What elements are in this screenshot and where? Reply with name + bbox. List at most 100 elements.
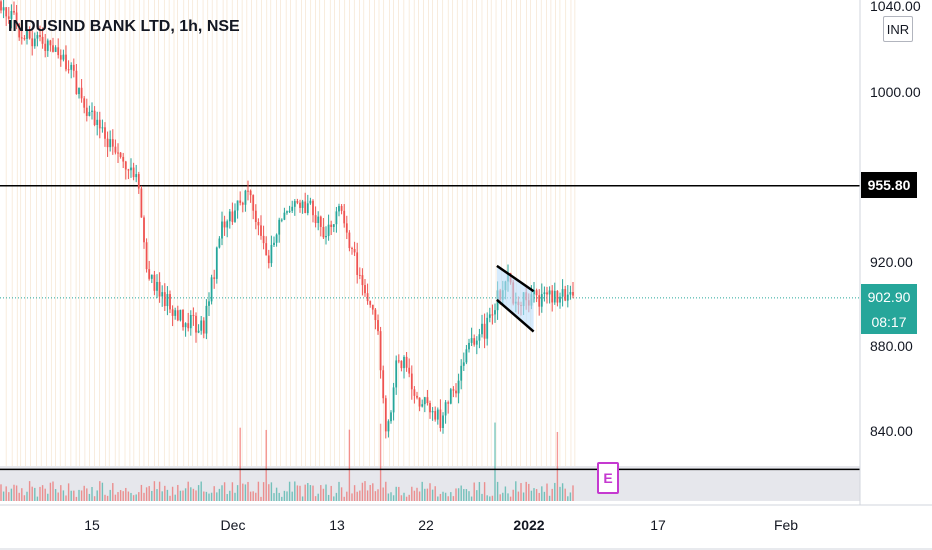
volume-bar — [491, 495, 494, 501]
candle-body — [348, 232, 351, 249]
candle-body — [2, 7, 5, 11]
volume-bar — [387, 493, 390, 501]
candle-body — [340, 206, 343, 211]
earnings-marker[interactable]: E — [597, 462, 619, 494]
candle-body — [478, 334, 481, 341]
volume-bar — [135, 494, 137, 501]
candle-body — [28, 29, 31, 39]
candle-body — [10, 11, 13, 19]
candle-body — [182, 309, 184, 328]
candle-body — [423, 397, 426, 405]
volume-bar — [548, 495, 551, 501]
candle-body — [371, 304, 374, 310]
candle-body — [475, 340, 478, 345]
candle-body — [317, 216, 320, 224]
candle-body — [23, 38, 26, 40]
volume-bar — [520, 483, 522, 501]
volume-bar — [567, 496, 569, 501]
candle-body — [59, 55, 62, 60]
candle-body — [52, 45, 54, 52]
volume-bar — [353, 485, 356, 501]
volume-pane — [0, 422, 860, 501]
currency-badge[interactable]: INR — [883, 16, 913, 42]
resistance-price-label[interactable]: 955.80 — [861, 172, 917, 198]
volume-bar — [65, 495, 67, 501]
volume-bar — [351, 493, 353, 501]
volume-bar — [210, 492, 213, 501]
volume-bar — [192, 488, 195, 501]
candle-body — [335, 211, 338, 225]
volume-bar — [457, 488, 460, 501]
candle-body — [104, 127, 106, 139]
candle-body — [252, 195, 255, 211]
candle-body — [356, 252, 359, 275]
candle-body — [273, 242, 275, 245]
candle-body — [189, 314, 192, 329]
candle-body — [278, 219, 281, 235]
volume-bar — [223, 482, 226, 501]
candle-body — [150, 274, 153, 279]
last-price-label[interactable]: 902.90 — [861, 284, 917, 310]
x-tick-13: 13 — [329, 517, 345, 533]
candle-body — [410, 373, 413, 390]
candle-body — [369, 301, 372, 305]
candle-body — [39, 35, 41, 37]
y-tick-920: 920.00 — [870, 254, 913, 270]
volume-bar — [265, 429, 267, 501]
candle-body — [135, 174, 138, 178]
volume-bar — [281, 496, 283, 501]
candle-body — [257, 221, 260, 226]
volume-bar — [333, 496, 335, 501]
volume-bar — [47, 493, 49, 501]
volume-bar — [28, 481, 31, 501]
candle-body — [5, 7, 8, 17]
candle-body — [439, 409, 442, 428]
candle-body — [561, 289, 564, 297]
volume-bar — [569, 492, 572, 501]
volume-bar — [73, 490, 75, 501]
volume-bar — [208, 493, 210, 501]
volume-bar — [268, 484, 270, 501]
x-tick-15: 15 — [84, 517, 100, 533]
volume-bar — [255, 492, 257, 501]
volume-bar — [374, 491, 377, 501]
candle-body — [179, 309, 182, 321]
volume-bar — [288, 481, 291, 501]
volume-bar — [93, 496, 96, 501]
volume-bar — [486, 495, 488, 501]
volume-bar — [31, 486, 33, 501]
candle-body — [468, 342, 470, 350]
candle-body — [236, 200, 239, 211]
volume-bar — [447, 496, 449, 501]
volume-bar — [229, 490, 231, 501]
candle-body — [137, 174, 140, 189]
candle-body — [319, 216, 322, 227]
candle-body — [44, 43, 47, 51]
volume-bar — [286, 491, 288, 501]
volume-bar — [88, 493, 91, 501]
candle-body — [72, 64, 75, 71]
price-scale-bg — [860, 0, 932, 550]
candle-body — [267, 255, 270, 264]
candle-body — [62, 54, 65, 60]
candle-body — [223, 221, 226, 228]
channel-lower-line — [496, 298, 535, 333]
volume-bar — [369, 484, 371, 501]
candle-body — [36, 35, 39, 39]
channel-pattern[interactable] — [496, 264, 535, 333]
volume-bar — [257, 481, 260, 501]
candle-body — [280, 219, 283, 221]
volume-bar — [561, 483, 564, 501]
volume-bar — [322, 488, 325, 501]
volume-bar — [403, 492, 405, 501]
candle-body — [488, 314, 491, 318]
candle-body — [286, 211, 288, 213]
volume-bar — [478, 482, 481, 501]
volume-bar — [18, 492, 20, 501]
volume-bar — [551, 488, 553, 501]
volume-bar — [57, 492, 59, 501]
volume-bar — [483, 482, 486, 501]
volume-bar — [533, 488, 535, 501]
candle-body — [20, 37, 23, 39]
